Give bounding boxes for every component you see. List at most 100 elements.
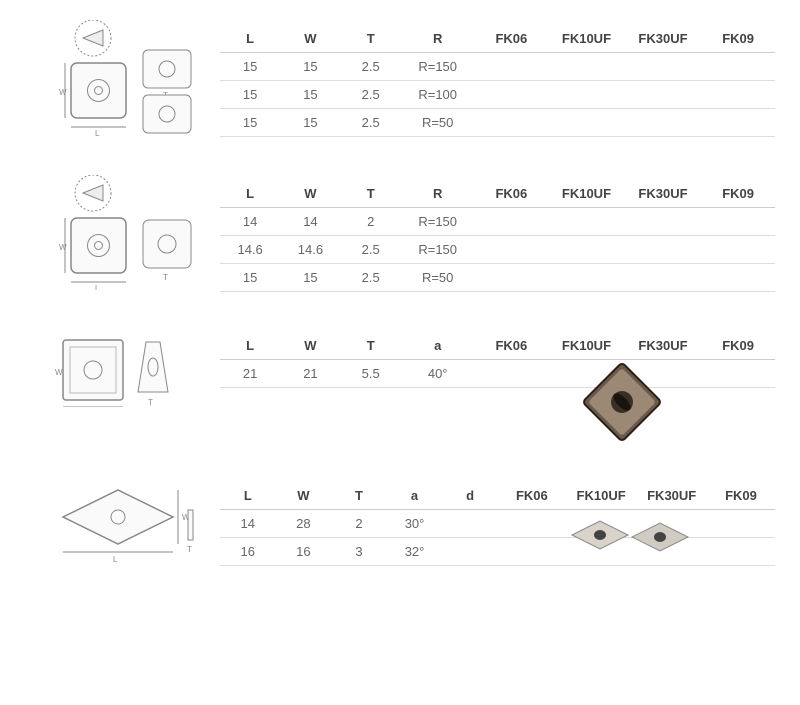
table-cell	[548, 109, 625, 137]
svg-text:W: W	[59, 88, 67, 97]
col-header: T	[341, 332, 401, 360]
col-header: L	[220, 180, 280, 208]
table-cell: 15	[220, 53, 280, 81]
col-header: R	[401, 25, 475, 53]
col-header: W	[280, 332, 340, 360]
table-cell: 15	[280, 109, 340, 137]
table-cell: 2.5	[341, 236, 401, 264]
col-header: R	[401, 180, 475, 208]
table-cell: R=100	[401, 81, 475, 109]
table-cell: 16	[276, 538, 332, 566]
col-header: FK10UF	[548, 332, 625, 360]
col-header: W	[276, 482, 332, 510]
svg-text:L: L	[113, 555, 118, 562]
table-row: 15152.5R=100	[220, 81, 775, 109]
col-header: FK30UF	[625, 332, 702, 360]
table-cell	[498, 510, 566, 538]
product-photo-diamond-inserts	[570, 507, 700, 567]
table-cell: R=150	[401, 208, 475, 236]
section-1: W L T LWTRFK06FK10UFFK30UFFK09 15152.5R=…	[0, 0, 800, 155]
table-cell: R=50	[401, 109, 475, 137]
col-header: FK06	[475, 180, 549, 208]
table-cell: 2.5	[341, 53, 401, 81]
table-cell	[475, 208, 549, 236]
col-header: FK09	[707, 482, 775, 510]
table-cell	[548, 53, 625, 81]
table-cell: 5.5	[341, 360, 401, 388]
col-header: FK06	[475, 332, 549, 360]
diagram-4: W L T	[25, 472, 220, 562]
diagram-3: W L T	[25, 322, 220, 407]
table-cell	[442, 510, 498, 538]
table-cell: 14.6	[220, 236, 280, 264]
table-1: LWTRFK06FK10UFFK30UFFK09 15152.5R=150151…	[220, 25, 775, 137]
col-header: FK30UF	[636, 482, 707, 510]
svg-text:W: W	[59, 243, 67, 252]
col-header: FK30UF	[625, 180, 702, 208]
section-2: W L T LWTRFK06FK10UFFK30UFFK09 14142R=15…	[0, 155, 800, 307]
col-header: L	[220, 332, 280, 360]
table-cell: 15	[280, 53, 340, 81]
square-insert-diagram-1: W L T	[38, 20, 208, 140]
table-cell: 15	[220, 109, 280, 137]
svg-text:L: L	[95, 284, 100, 290]
diagram-1: W L T	[25, 15, 220, 140]
table-cell	[475, 264, 549, 292]
table-cell: 14	[220, 510, 276, 538]
table-cell: 28	[276, 510, 332, 538]
table-row: 21215.540°	[220, 360, 775, 388]
svg-text:W: W	[55, 368, 63, 377]
svg-text:T: T	[187, 545, 192, 554]
table-cell: 30°	[387, 510, 443, 538]
col-header: a	[401, 332, 475, 360]
table-cell: 15	[220, 264, 280, 292]
table-cell	[548, 236, 625, 264]
table-cell	[701, 208, 775, 236]
table-cell	[701, 236, 775, 264]
table-cell: 21	[280, 360, 340, 388]
table-2: LWTRFK06FK10UFFK30UFFK09 14142R=15014.61…	[220, 180, 775, 292]
col-header: W	[280, 25, 340, 53]
table-cell	[498, 538, 566, 566]
table-cell: 32°	[387, 538, 443, 566]
table-cell: R=150	[401, 236, 475, 264]
spec-table-2: LWTRFK06FK10UFFK30UFFK09 14142R=15014.61…	[220, 180, 775, 292]
table-cell: 14	[280, 208, 340, 236]
table-row: 14142R=150	[220, 208, 775, 236]
diamond-insert-diagram: W L T	[43, 477, 203, 562]
table-cell	[548, 208, 625, 236]
spec-table-3: LWTaFK06FK10UFFK30UFFK09 21215.540°	[220, 332, 775, 388]
col-header: FK30UF	[625, 25, 702, 53]
table-cell: 3	[331, 538, 387, 566]
table-cell	[442, 538, 498, 566]
col-header: T	[341, 180, 401, 208]
square-insert-diagram-3: W L T	[48, 327, 198, 407]
table-cell	[701, 109, 775, 137]
table-cell: 2.5	[341, 81, 401, 109]
table-cell: 2.5	[341, 264, 401, 292]
product-photo-square-insert	[575, 362, 670, 442]
col-header: L	[220, 482, 276, 510]
table-cell	[625, 236, 702, 264]
table-cell	[701, 81, 775, 109]
col-header: T	[331, 482, 387, 510]
table-row: 15152.5R=150	[220, 53, 775, 81]
col-header: FK06	[498, 482, 566, 510]
table-cell	[707, 538, 775, 566]
col-header: FK06	[475, 25, 549, 53]
section-4: W L T LWTadFK06FK10UFFK30UFFK09 1428230°…	[0, 457, 800, 581]
table-cell: 15	[280, 81, 340, 109]
table-cell: 14.6	[280, 236, 340, 264]
col-header: L	[220, 25, 280, 53]
col-header: FK10UF	[548, 25, 625, 53]
svg-text:T: T	[163, 273, 168, 282]
table-cell: R=150	[401, 53, 475, 81]
table-cell: 16	[220, 538, 276, 566]
table-cell: R=50	[401, 264, 475, 292]
table-row: 15152.5R=50	[220, 109, 775, 137]
table-cell	[625, 109, 702, 137]
table-cell: 14	[220, 208, 280, 236]
col-header: FK09	[701, 180, 775, 208]
table-cell	[475, 236, 549, 264]
table-cell: 40°	[401, 360, 475, 388]
